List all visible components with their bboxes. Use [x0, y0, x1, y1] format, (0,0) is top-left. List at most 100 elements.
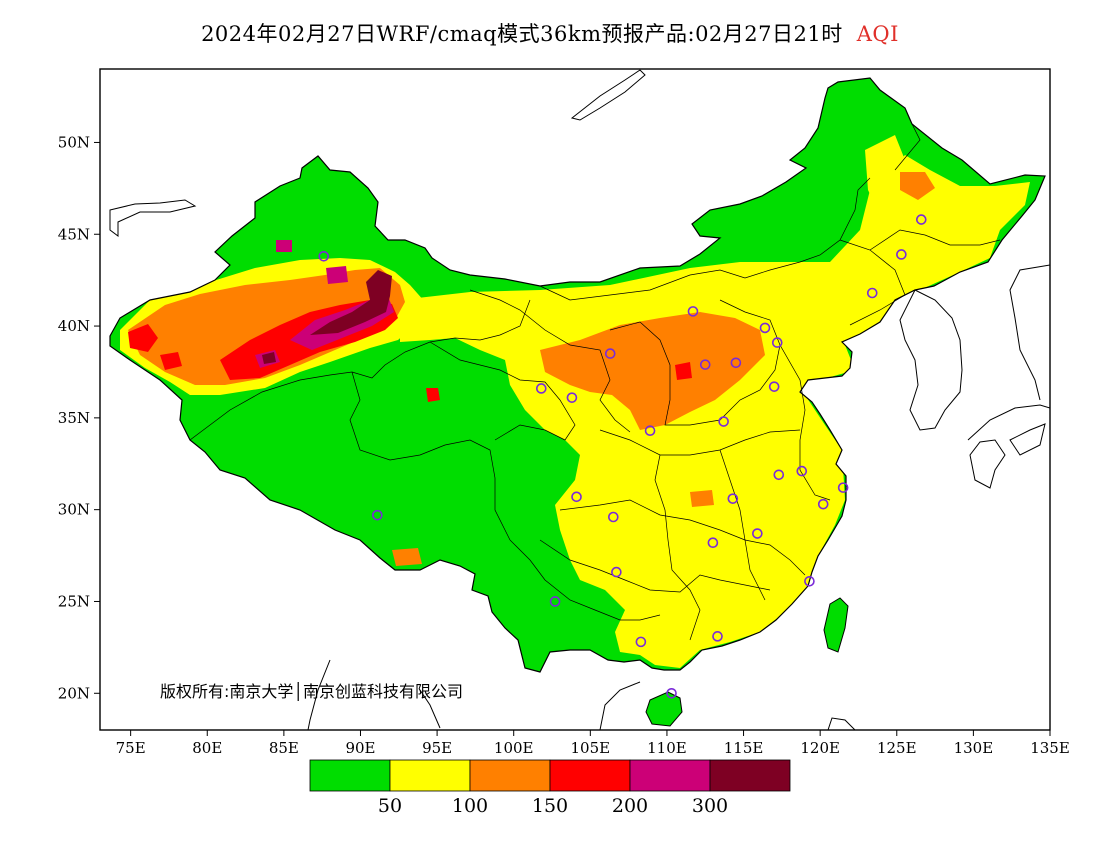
colorbar-label: 200 — [612, 795, 648, 817]
x-tick-label: 115E — [724, 739, 764, 757]
city-station-marker — [730, 357, 742, 369]
hainan-island — [645, 691, 683, 727]
city-station-marker — [817, 498, 829, 510]
axis-ticks: 75E 80E 85E 90E 95E 100E 105E 110E 115E 120E 125E 1… — [58, 133, 1070, 757]
city-station-marker — [604, 348, 616, 359]
city-stations — [318, 214, 927, 699]
city-station-marker — [718, 416, 729, 427]
aqi-orange-tarim — [128, 268, 405, 385]
city-station-marker — [699, 359, 711, 370]
province-boundary-central — [599, 429, 801, 456]
city-station-marker — [535, 383, 547, 394]
japan-coast — [967, 264, 1050, 489]
foreign-coastlines — [109, 69, 1050, 730]
colorbar-label: 50 — [378, 795, 402, 817]
city-station-marker — [712, 631, 723, 642]
lake-balkhash — [109, 199, 197, 237]
city-station-marker — [318, 250, 330, 262]
colorbar-swatch — [469, 759, 551, 792]
city-station-marker — [768, 381, 780, 392]
colorbar-swatch — [629, 759, 711, 792]
colorbar-swatch — [549, 759, 631, 792]
city-station-marker — [771, 337, 783, 348]
province-boundary-tibet — [349, 371, 511, 541]
aqi-red-spot4 — [675, 362, 692, 380]
city-station-marker — [773, 469, 785, 481]
southeast-asia-coast — [307, 659, 856, 730]
colorbar-label: 150 — [532, 795, 568, 817]
province-boundary-qinghai — [429, 341, 576, 441]
province-boundary-xinjiang — [189, 299, 531, 441]
x-tick-label: 130E — [954, 739, 994, 757]
city-station-marker — [611, 566, 622, 578]
city-station-marker — [566, 392, 578, 403]
province-boundary-gansu — [469, 289, 631, 433]
city-station-marker — [727, 493, 739, 504]
x-tick-label: 80E — [192, 739, 222, 757]
aqi-purple-spot3 — [276, 240, 292, 252]
city-station-marker — [752, 528, 763, 539]
city-station-marker — [666, 687, 677, 699]
province-boundary-innermongolia — [539, 177, 871, 301]
y-tick-label: 45N — [58, 225, 90, 243]
province-boundary-south — [559, 499, 806, 576]
title-main: 2024年02月27日WRF/cmaq模式36km预报产品:02月27日21时 — [201, 22, 843, 46]
x-tick-label: 100E — [494, 739, 534, 757]
province-boundary-yunnan — [509, 539, 661, 621]
aqi-red-spot3 — [426, 388, 440, 402]
aqi-orange-spot1 — [690, 490, 714, 507]
colorbar-swatch — [389, 759, 471, 792]
x-tick-label: 125E — [877, 739, 917, 757]
aqi-orange-ne — [900, 172, 935, 200]
x-tick-label: 90E — [345, 739, 375, 757]
province-boundary-southwest — [539, 539, 771, 593]
x-tick-label: 105E — [571, 739, 611, 757]
city-station-marker — [608, 511, 619, 523]
x-tick-label: 110E — [647, 739, 687, 757]
x-tick-label: 120E — [800, 739, 840, 757]
city-station-marker — [915, 214, 927, 225]
colorbar-label: 100 — [452, 795, 488, 817]
province-boundary-northeast — [839, 123, 1001, 326]
city-station-marker — [635, 636, 647, 648]
map-title: 2024年02月27日WRF/cmaq模式36km预报产品:02月27日21时 A… — [0, 18, 1100, 48]
islands — [645, 597, 849, 727]
x-tick-label: 85E — [269, 739, 299, 757]
lake-baikal — [570, 69, 646, 121]
province-boundary-east — [779, 344, 831, 501]
city-station-marker — [804, 575, 815, 587]
y-tick-label: 50N — [58, 133, 90, 151]
copyright-text: 版权所有:南京大学│南京创蓝科技有限公司 — [160, 681, 463, 701]
y-tick-label: 25N — [58, 592, 90, 610]
city-station-marker — [896, 249, 907, 260]
aqi-red-spot2 — [160, 352, 182, 370]
colorbar-swatch — [309, 759, 391, 792]
taiwan-island — [823, 597, 849, 653]
x-tick-label: 75E — [116, 739, 146, 757]
city-station-marker — [707, 537, 719, 549]
y-tick-label: 20N — [58, 684, 90, 702]
colorbar-swatch — [709, 759, 791, 792]
city-station-marker — [687, 306, 699, 317]
aqi-colorbar: 50 100 150 200 300 — [309, 759, 791, 817]
city-station-marker — [837, 482, 849, 493]
city-station-marker — [796, 465, 808, 477]
aqi-field — [110, 78, 1045, 672]
aqi-purple-spot2 — [326, 266, 348, 284]
y-tick-label: 40N — [58, 317, 90, 335]
city-station-marker — [866, 287, 878, 299]
x-tick-label: 135E — [1030, 739, 1070, 757]
aqi-orange-north — [540, 312, 765, 430]
city-station-marker — [644, 425, 656, 437]
aqi-yellow-east — [400, 155, 1030, 668]
title-variable: AQI — [856, 22, 899, 46]
aqi-red-spot1 — [128, 324, 158, 352]
x-tick-label: 95E — [422, 739, 452, 757]
city-station-marker — [549, 596, 561, 607]
y-tick-label: 30N — [58, 501, 90, 519]
province-boundary-jiangxi — [719, 449, 766, 601]
map-frame — [99, 68, 1051, 731]
aqi-orange-spot2 — [392, 548, 422, 566]
city-station-marker — [571, 491, 582, 503]
